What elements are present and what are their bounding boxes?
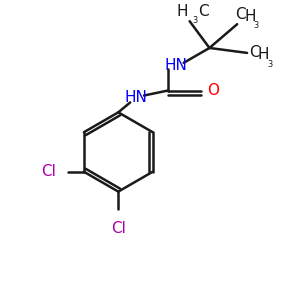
Text: H: H: [258, 47, 269, 62]
Text: Cl: Cl: [41, 164, 56, 179]
Text: H: H: [176, 4, 188, 19]
Text: $_3$: $_3$: [192, 13, 198, 26]
Text: C: C: [199, 4, 209, 19]
Text: HN: HN: [164, 58, 187, 73]
Text: O: O: [208, 83, 220, 98]
Text: H: H: [244, 9, 256, 24]
Text: $_3$: $_3$: [267, 57, 274, 70]
Text: C: C: [249, 45, 260, 60]
Text: $_3$: $_3$: [253, 18, 260, 31]
Text: C: C: [235, 7, 246, 22]
Text: HN: HN: [125, 90, 148, 105]
Text: Cl: Cl: [111, 221, 126, 236]
